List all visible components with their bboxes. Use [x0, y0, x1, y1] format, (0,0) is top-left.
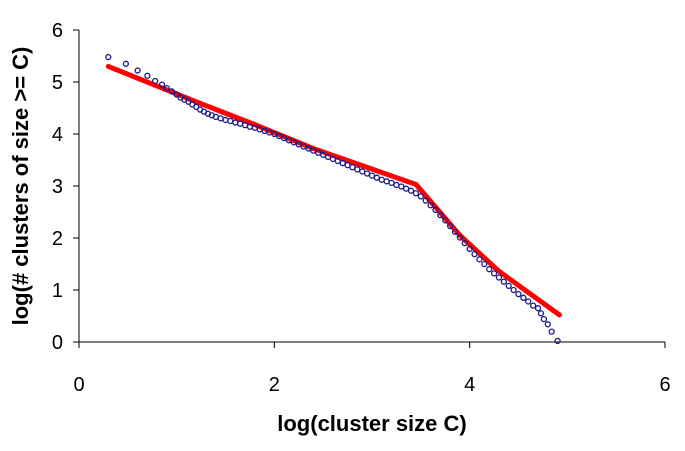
data-point: [515, 291, 522, 298]
data-point: [544, 321, 551, 328]
data-point: [359, 168, 366, 175]
data-point: [152, 77, 159, 85]
data-point: [310, 147, 317, 154]
data-point: [510, 286, 517, 294]
data-point: [324, 153, 332, 161]
data-point: [363, 170, 371, 177]
data-point: [476, 256, 483, 263]
data-point: [500, 278, 508, 285]
data-point: [344, 162, 351, 169]
data-point: [417, 193, 424, 200]
data-point: [481, 260, 488, 268]
y-tick-label: 5: [52, 72, 63, 94]
x-axis-title: log(cluster size C): [277, 411, 466, 436]
data-point: [505, 282, 512, 289]
data-point: [280, 135, 288, 142]
data-points-group: [105, 53, 561, 345]
data-point: [339, 159, 346, 167]
data-point: [329, 155, 337, 163]
y-axis-title: log(# clusters of size >= C): [8, 47, 33, 326]
data-point: [437, 211, 444, 219]
data-point: [168, 88, 175, 95]
data-point: [285, 137, 293, 144]
y-tick-label: 2: [52, 228, 63, 250]
x-tick-label: 2: [269, 374, 280, 396]
data-point: [486, 266, 493, 273]
data-point: [537, 310, 545, 317]
y-tick-label: 1: [52, 280, 63, 302]
data-point: [427, 202, 434, 209]
y-tick-label: 0: [52, 332, 63, 354]
data-point: [222, 116, 229, 124]
data-point: [271, 130, 278, 138]
data-point: [105, 53, 112, 61]
data-point: [276, 132, 283, 140]
data-point: [295, 141, 302, 148]
x-tick-label: 0: [73, 374, 84, 396]
data-point: [471, 250, 478, 258]
data-point: [373, 174, 381, 181]
data-point: [520, 294, 527, 301]
data-point: [554, 337, 561, 345]
data-point: [300, 143, 307, 150]
data-point: [451, 228, 459, 235]
data-point: [232, 119, 239, 126]
data-point: [446, 222, 454, 230]
y-tick-label: 3: [52, 176, 63, 198]
data-point: [354, 166, 361, 173]
data-point: [388, 179, 395, 187]
x-tick-label: 4: [464, 374, 475, 396]
data-point: [320, 151, 327, 158]
data-point: [534, 305, 542, 312]
data-point: [442, 217, 449, 224]
data-point: [548, 328, 555, 335]
data-point: [158, 81, 166, 88]
y-tick-label: 6: [52, 20, 63, 42]
data-point: [290, 139, 298, 146]
data-point: [461, 240, 468, 247]
data-point: [540, 315, 548, 323]
data-point: [315, 149, 322, 156]
data-point: [122, 60, 130, 67]
data-point: [407, 187, 415, 194]
data-point: [466, 245, 473, 253]
data-point: [368, 172, 376, 179]
data-point: [432, 206, 439, 214]
data-point: [530, 302, 537, 309]
data-point: [412, 190, 420, 197]
data-point: [490, 270, 498, 277]
fit-line-group: [105, 63, 563, 318]
data-point: [334, 157, 341, 165]
data-point: [495, 274, 503, 281]
data-point: [456, 234, 464, 241]
ticks: 0 2 4 6 0 1 2 3 4 5 6: [52, 20, 671, 396]
data-point: [349, 164, 356, 171]
data-point: [305, 145, 312, 152]
data-point: [144, 72, 151, 79]
x-tick-label: 6: [659, 374, 670, 396]
y-tick-label: 4: [52, 124, 63, 146]
data-point: [173, 91, 180, 98]
data-point: [422, 197, 429, 204]
data-point: [398, 183, 405, 190]
data-point: [403, 185, 410, 192]
data-point: [134, 67, 141, 74]
fit-line: [105, 63, 563, 318]
data-point: [525, 298, 532, 305]
data-point: [163, 85, 171, 92]
